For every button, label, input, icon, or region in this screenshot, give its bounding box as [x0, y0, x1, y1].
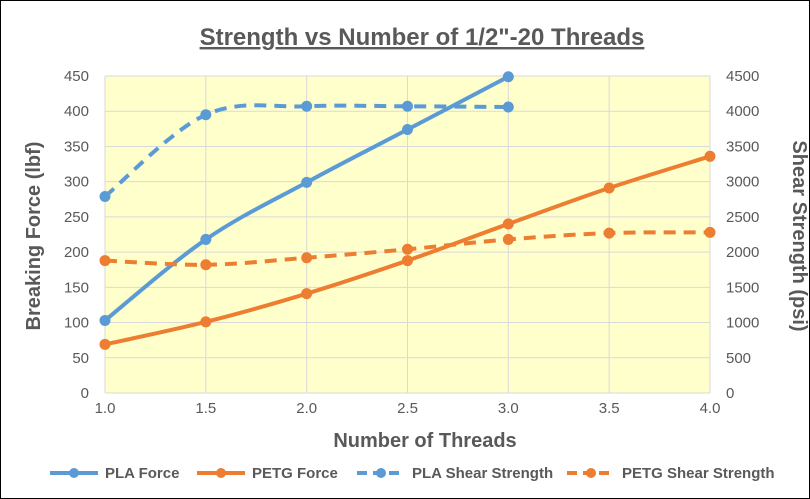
data-point	[200, 259, 212, 271]
y2-tick-label: 3000	[726, 174, 759, 191]
x-axis-title: Number of Threads	[333, 430, 516, 452]
y-tick-label: 300	[64, 174, 89, 191]
y-tick-label: 0	[81, 385, 89, 402]
legend-item: PETG Force	[197, 465, 338, 482]
y-tick-label: 250	[64, 209, 89, 226]
data-point	[603, 227, 615, 239]
data-point	[603, 182, 615, 194]
y2-tick-label: 3500	[726, 138, 759, 155]
series-layer	[99, 71, 716, 350]
y2-tick-label: 500	[726, 350, 751, 367]
y-tick-label: 50	[72, 350, 89, 367]
data-point	[301, 176, 313, 188]
data-point	[99, 314, 111, 326]
data-point	[402, 255, 413, 267]
series-pla-shear-strength	[99, 100, 514, 202]
x-tick-label: 3.5	[599, 400, 620, 417]
y2-tick-label: 4000	[726, 103, 759, 120]
x-tick-label: 1.5	[195, 400, 216, 417]
data-point	[200, 109, 212, 121]
y2-tick-label: 0	[726, 385, 734, 402]
x-tick-label: 1.0	[95, 400, 116, 417]
data-point	[99, 338, 111, 350]
data-point	[502, 233, 514, 245]
x-tick-label: 3.0	[498, 400, 519, 417]
y-axis-title: Breaking Force (lbf)	[23, 142, 45, 331]
series-line	[103, 103, 509, 199]
y2-tick-label: 1500	[726, 279, 759, 296]
chart-title: Strength vs Number of 1/2"-20 Threads	[200, 24, 645, 51]
legend-label: PETG Shear Strength	[622, 465, 775, 482]
y2-axis-ticks: 0 500 1000 1500 2000 2500 3000 3500 4000 4500	[726, 68, 759, 402]
y-tick-label: 150	[64, 279, 89, 296]
legend-swatch-marker	[216, 468, 226, 478]
data-point	[402, 100, 413, 112]
x-tick-label: 4.0	[700, 400, 721, 417]
data-point	[704, 150, 716, 162]
data-point	[402, 124, 413, 136]
legend-swatch-marker	[69, 468, 79, 478]
data-point	[301, 252, 313, 264]
data-point	[502, 71, 514, 83]
y2-tick-label: 4500	[726, 68, 759, 85]
legend-label: PLA Shear Strength	[412, 465, 553, 482]
data-point	[200, 316, 212, 328]
series-petg-force	[99, 150, 716, 350]
data-point	[200, 233, 212, 245]
data-point	[99, 255, 111, 267]
legend-label: PLA Force	[105, 465, 179, 482]
legend: PLA Force PETG Force PLA Shear Strength PET…	[50, 465, 775, 482]
data-point	[301, 100, 313, 112]
data-point	[99, 190, 111, 202]
legend-label: PETG Force	[252, 465, 338, 482]
y-tick-label: 100	[64, 315, 89, 332]
data-point	[502, 101, 514, 113]
legend-item: PETG Shear Strength	[567, 465, 775, 482]
y2-tick-label: 1000	[726, 315, 759, 332]
x-axis-ticks: 1.0 1.5 2.0 2.5 3.0 3.5 4.0	[95, 400, 721, 417]
legend-swatch-marker	[376, 468, 386, 478]
y2-tick-label: 2500	[726, 209, 759, 226]
x-tick-label: 2.5	[397, 400, 418, 417]
series-petg-shear-strength	[99, 226, 716, 271]
x-tick-label: 2.0	[296, 400, 317, 417]
legend-swatch-marker	[586, 468, 596, 478]
data-point	[301, 288, 313, 300]
series-pla-force	[99, 71, 514, 326]
y-tick-label: 350	[64, 138, 89, 155]
y-tick-label: 200	[64, 244, 89, 261]
y-axis-ticks: 0 50 100 150 200 250 300 350 400 450	[64, 68, 89, 402]
y-tick-label: 400	[64, 103, 89, 120]
y2-axis-title: Shear Strength (psi)	[788, 140, 810, 331]
data-point	[704, 226, 716, 238]
legend-item: PLA Shear Strength	[357, 465, 553, 482]
data-point	[402, 243, 413, 255]
y-tick-label: 450	[64, 68, 89, 85]
legend-item: PLA Force	[50, 465, 179, 482]
data-point	[502, 218, 514, 230]
y2-tick-label: 2000	[726, 244, 759, 261]
